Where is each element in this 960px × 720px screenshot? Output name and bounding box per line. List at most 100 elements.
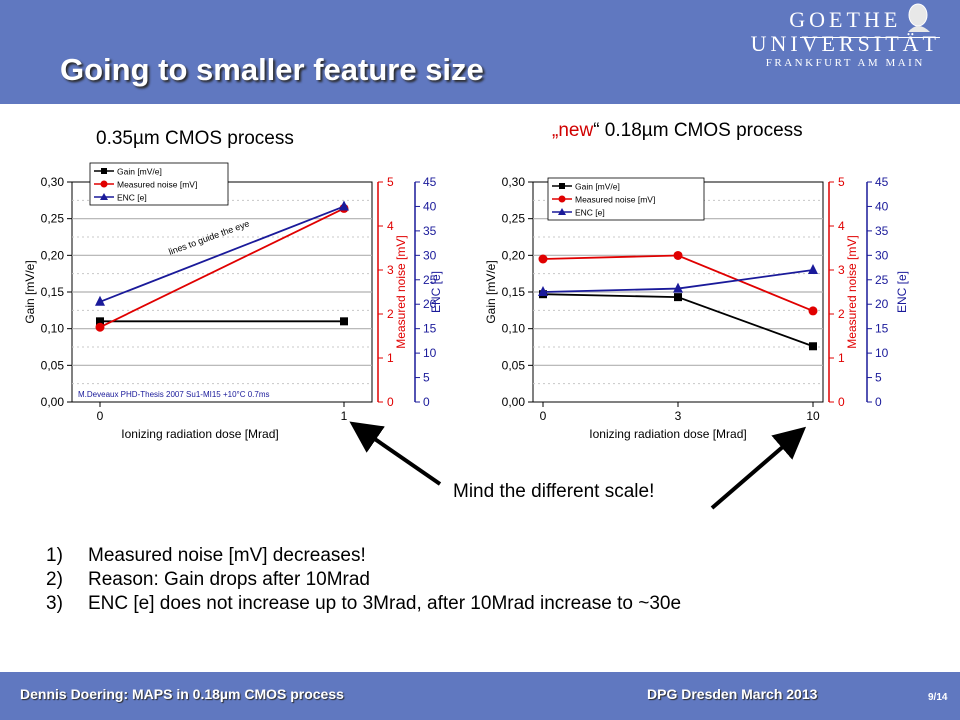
noise-tick-label: 1 [387,351,394,365]
x-tick-label: 3 [675,409,682,423]
noise-tick-label: 0 [387,395,394,409]
y-tick-label: 0,25 [502,212,526,226]
finding-item: 1) Measured noise [mV] decreases! [46,544,681,568]
y-axis-label: Gain [mV/e] [484,260,498,323]
enc-tick-label: 25 [423,273,437,287]
noise-tick-label: 4 [838,219,845,233]
noise-tick-label: 2 [387,307,394,321]
slide-title: Going to smaller feature size [60,52,484,87]
thesis-annotation: M.Deveaux PHD-Thesis 2007 Su1-MI15 +10°C… [78,390,270,399]
legend-marker [101,168,107,174]
finding-number: 2) [46,569,63,590]
enc-tick-label: 35 [423,224,437,238]
heading-rest: 0.18µm CMOS process [599,120,803,141]
enc-tick-label: 10 [875,346,889,360]
enc-point [673,282,683,293]
enc-tick-label: 25 [875,273,889,287]
finding-text: ENC [e] does not increase up to 3Mrad, a… [88,593,682,614]
findings-list: 1) Measured noise [mV] decreases! 2) Reaso… [46,544,681,616]
x-axis-label: Ionizing radiation dose [Mrad] [121,427,278,441]
enc-tick-label: 20 [423,297,437,311]
noise-tick-label: 3 [387,263,394,277]
x-tick-label: 10 [806,409,820,423]
enc-axis-label: ENC [e] [895,271,909,313]
noise-point [538,254,548,264]
gain-point [809,342,817,351]
y-tick-label: 0,00 [502,395,526,409]
enc-tick-label: 30 [875,248,889,262]
x-tick-label: 0 [540,409,547,423]
legend-label: ENC [e] [575,208,605,218]
finding-item: 3) ENC [e] does not increase up to 3Mrad,… [46,592,681,616]
enc-tick-label: 45 [423,175,437,189]
enc-tick-label: 40 [875,199,889,213]
heading-new: new [558,120,594,141]
y-tick-label: 0,15 [41,285,65,299]
enc-tick-label: 0 [423,395,430,409]
legend-marker [558,195,566,203]
y-tick-label: 0,10 [41,322,65,336]
noise-tick-label: 2 [838,307,845,321]
x-axis-label: Ionizing radiation dose [Mrad] [589,427,746,441]
logo-line-1: GOETHE [789,7,902,32]
series-line [99,205,345,303]
y-tick-label: 0,00 [41,395,65,409]
logo-rule [800,37,940,38]
y-tick-label: 0,05 [41,358,65,372]
legend-label: Measured noise [mV] [575,195,655,205]
finding-item: 2) Reason: Gain drops after 10Mrad [46,568,681,592]
y-tick-label: 0,20 [41,248,65,262]
y-tick-label: 0,30 [502,175,526,189]
chart-legend: Gain [mV/e] Measured noise [mV] ENC [e] [89,162,229,206]
enc-tick-label: 40 [423,199,437,213]
noise-tick-label: 5 [387,175,394,189]
noise-tick-label: 3 [838,263,845,277]
enc-tick-label: 45 [875,175,889,189]
noise-tick-label: 4 [387,219,394,233]
heading-quote-open: „ [552,120,559,141]
chart-018um: 0,00 0,05 0,10 0,15 0,20 0,25 0,30 Gain [mV/e] 0… [484,175,909,441]
finding-number: 1) [46,545,63,566]
finding-number: 3) [46,593,63,614]
legend-label: Gain [mV/e] [117,167,162,177]
enc-point [538,286,548,296]
enc-tick-label: 15 [875,322,889,336]
noise-point [95,322,105,332]
enc-point [808,264,818,274]
y-tick-label: 0,15 [502,285,526,299]
legend-label: ENC [e] [117,193,147,203]
legend-box [89,162,229,206]
finding-text: Measured noise [mV] decreases! [88,545,366,566]
noise-tick-label: 0 [838,395,845,409]
legend-box [547,177,705,221]
university-logo: GOETHE UNIVERSITÄT FRANKFURT AM MAIN [751,8,940,70]
y-tick-label: 0,10 [502,322,526,336]
enc-tick-label: 15 [423,322,437,336]
gain-point [674,293,682,302]
enc-point [339,200,349,211]
y-tick-label: 0,25 [41,212,65,226]
enc-point [95,295,105,306]
enc-tick-label: 5 [423,371,430,385]
x-tick-label: 1 [341,409,348,423]
chart-legend: Gain [mV/e] Measured noise [mV] ENC [e] [547,177,705,221]
series-line [99,207,345,329]
footer-author: Dennis Doering: MAPS in 0.18µm CMOS proc… [20,686,344,702]
heading-quote-close: “ [593,120,600,141]
y-axis-label: Gain [mV/e] [23,260,37,323]
legend-marker [100,193,108,200]
footer-event: DPG Dresden March 2013 [647,686,818,702]
legend-marker [100,180,108,188]
enc-tick-label: 0 [875,395,882,409]
x-tick-label: 0 [97,409,104,423]
legend-label: Gain [mV/e] [575,182,620,192]
legend-marker [558,208,566,215]
gain-point [340,317,348,326]
chart-035um: 0,00 0,05 0,10 0,15 0,20 0,25 0,30 Gain [mV/e] 0… [23,162,443,441]
left-chart-heading: 0.35µm CMOS process [96,128,294,149]
enc-tick-label: 20 [875,297,889,311]
goethe-portrait-icon [908,3,930,32]
noise-axis-label: Measured noise [mV] [845,235,859,348]
y-tick-label: 0,05 [502,358,526,372]
right-chart-heading: „new“ 0.18µm CMOS process [552,120,803,142]
